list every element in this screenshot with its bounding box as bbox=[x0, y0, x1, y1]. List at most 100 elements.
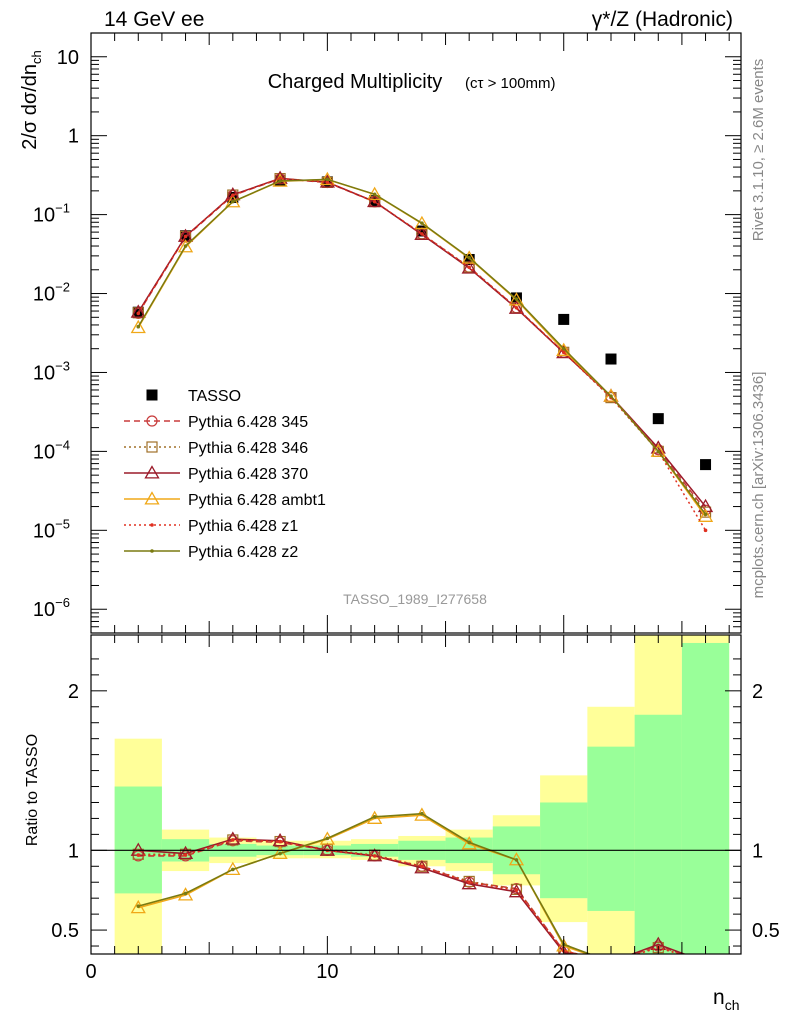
ratio-point bbox=[231, 838, 235, 842]
data-point bbox=[372, 192, 377, 197]
ratio-point bbox=[467, 840, 471, 845]
ratio-point bbox=[136, 853, 141, 857]
ratio-point bbox=[514, 888, 519, 892]
ratio-point bbox=[605, 955, 618, 966]
data-point bbox=[605, 353, 617, 365]
ratio-point bbox=[508, 883, 525, 898]
ratio-point bbox=[704, 960, 708, 964]
legend-marker bbox=[146, 389, 158, 401]
data-point bbox=[231, 199, 235, 204]
data-point bbox=[420, 232, 424, 236]
ratio-series-pythia-6-428-z1 bbox=[136, 838, 708, 964]
data-point bbox=[225, 194, 241, 208]
ratio-ytick-label-right: 1 bbox=[752, 840, 763, 862]
series-pythia-6-428-z2 bbox=[136, 177, 708, 517]
ratio-point bbox=[420, 811, 424, 816]
uncertainty-band-inner bbox=[681, 642, 730, 954]
ratio-point bbox=[278, 839, 282, 844]
legend-marker bbox=[150, 549, 154, 553]
legend: TASSO Pythia 6.428 345 Pythia 6.428 346 Pyt… bbox=[124, 388, 326, 561]
data-point bbox=[231, 193, 235, 198]
legend-item: Pythia 6.428 345 bbox=[124, 414, 308, 431]
ratio-point bbox=[699, 955, 712, 966]
main-ytick-label: 10−3 bbox=[33, 358, 70, 384]
ratio-ytick-label: 1 bbox=[68, 840, 79, 862]
x-tick-label: 10 bbox=[316, 961, 338, 983]
ratio-point bbox=[606, 957, 616, 967]
legend-item: Pythia 6.428 ambt1 bbox=[124, 491, 326, 509]
data-point bbox=[558, 313, 570, 325]
legend-marker bbox=[144, 491, 160, 505]
ratio-point bbox=[420, 864, 424, 869]
data-point bbox=[177, 239, 194, 253]
main-panel: Charged Multiplicity (cτ > 100mm) TASSO_… bbox=[33, 32, 742, 634]
data-point bbox=[461, 260, 477, 274]
ratio-point bbox=[704, 960, 708, 964]
data-point bbox=[463, 253, 475, 265]
data-point bbox=[514, 305, 519, 310]
data-point bbox=[325, 180, 330, 185]
ratio-point bbox=[699, 955, 712, 966]
data-point bbox=[130, 304, 146, 318]
ratio-point bbox=[701, 957, 711, 967]
analysis-watermark: TASSO_1989_I277658 bbox=[343, 591, 487, 607]
data-point bbox=[467, 265, 471, 270]
ratio-point bbox=[225, 831, 241, 845]
mcplots-label: mcplots.cern.ch [arXiv:1306.3436] bbox=[750, 372, 767, 599]
data-point bbox=[227, 191, 239, 203]
ratio-point bbox=[278, 851, 282, 856]
ratio-point bbox=[183, 853, 188, 857]
data-point bbox=[367, 193, 383, 208]
ratio-point bbox=[319, 831, 335, 845]
data-point bbox=[561, 350, 566, 355]
ratio-point bbox=[514, 858, 519, 862]
ratio-point bbox=[325, 836, 330, 841]
ratio-point bbox=[179, 848, 192, 860]
data-point bbox=[272, 170, 288, 184]
ratio-point bbox=[272, 832, 288, 847]
series-pythia-6-428-345 bbox=[132, 173, 712, 516]
legend-marker bbox=[144, 465, 160, 479]
ratio-point bbox=[605, 955, 618, 966]
ratio-point bbox=[372, 854, 377, 858]
main-ytick-label: 10−6 bbox=[33, 595, 70, 621]
main-ytick-label: 10 bbox=[57, 47, 79, 69]
ratio-panel: 0.5 0.51 12 20 10 20 bbox=[51, 634, 780, 983]
data-point bbox=[703, 528, 708, 533]
data-point bbox=[461, 250, 477, 264]
ratio-ytick-label-right: 0.5 bbox=[752, 920, 780, 942]
data-point bbox=[416, 225, 428, 237]
legend-label: Pythia 6.428 370 bbox=[188, 466, 308, 483]
legend-item: TASSO bbox=[146, 388, 241, 405]
legend-marker bbox=[146, 441, 158, 453]
ratio-point bbox=[609, 960, 613, 964]
data-point bbox=[656, 449, 661, 454]
data-point bbox=[514, 297, 519, 301]
y-axis-label-ratio: Ratio to TASSO bbox=[24, 734, 41, 846]
main-ytick-label: 10−5 bbox=[33, 516, 70, 542]
ratio-series-pythia-6-428-z2 bbox=[136, 811, 708, 964]
ratio-ytick-label: 2 bbox=[68, 681, 79, 703]
main-ytick-label: 10−2 bbox=[33, 280, 70, 306]
header-right: γ*/Z (Hadronic) bbox=[592, 8, 733, 31]
legend-marker bbox=[150, 523, 154, 527]
legend-marker bbox=[146, 415, 158, 427]
data-point bbox=[136, 311, 141, 316]
data-point bbox=[414, 215, 430, 230]
uncertainty-band-inner bbox=[634, 714, 682, 954]
legend-label: Pythia 6.428 z1 bbox=[188, 518, 298, 535]
x-axis-label: nch bbox=[713, 986, 739, 1013]
data-point bbox=[414, 226, 430, 241]
data-point bbox=[697, 498, 714, 513]
data-point bbox=[132, 307, 144, 319]
data-point bbox=[278, 176, 282, 181]
ratio-point bbox=[231, 867, 235, 872]
legend-item: Pythia 6.428 z2 bbox=[124, 544, 298, 561]
legend-item: Pythia 6.428 z1 bbox=[124, 518, 298, 535]
data-point bbox=[703, 512, 708, 517]
rivet-label: Rivet 3.1.10, ≥ 2.6M events bbox=[750, 59, 767, 242]
ratio-point bbox=[319, 842, 335, 856]
ratio-ytick-label-right: 2 bbox=[752, 681, 763, 703]
data-point bbox=[372, 199, 377, 204]
